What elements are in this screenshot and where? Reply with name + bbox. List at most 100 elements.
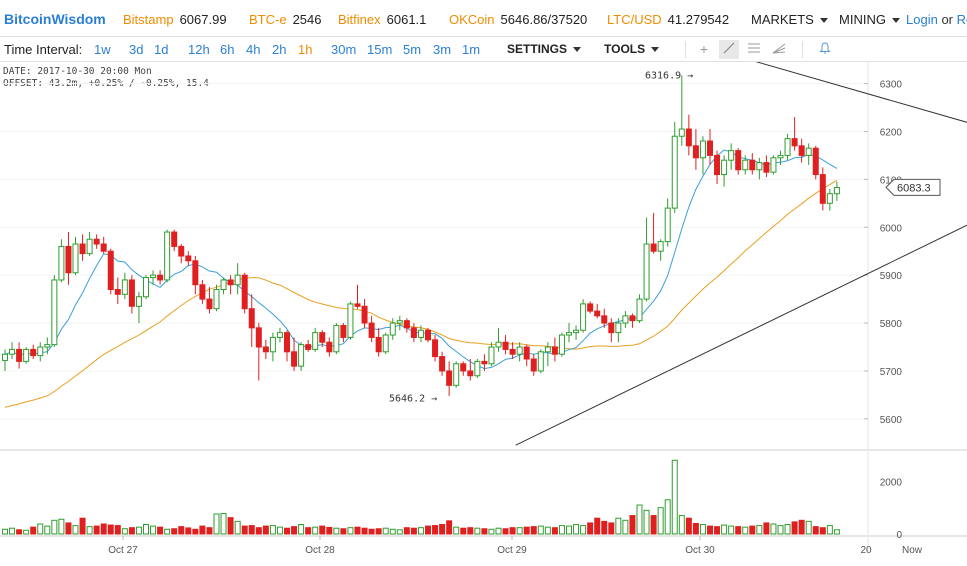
interval-1m[interactable]: 1m [462,42,481,57]
volume-bar [206,527,213,535]
candle-body [678,128,685,137]
candle-body [312,332,319,350]
alert-bell-icon[interactable] [815,40,835,59]
interval-3m[interactable]: 3m [433,42,452,57]
volume-bar [417,527,424,535]
exchange-bitstamp[interactable]: Bitstamp 6067.99 [123,12,227,27]
volume-bar [100,523,107,535]
exchange-okcoin[interactable]: OKCoin 5646.86/37520 [449,12,588,27]
time-axis-label: Oct 27 [108,545,138,556]
candle-body [798,145,805,156]
volume-tick-label: 2000 [880,477,903,488]
candle-body [284,332,290,353]
volume-bar [735,526,742,535]
mining-menu[interactable]: MINING [839,12,900,27]
candle-body [164,231,171,281]
interval-12h[interactable]: 12h [188,42,210,57]
volume-bar [375,528,382,535]
candle-body [721,159,728,176]
last-price-label: 6083.3 [897,182,931,194]
candle-body [121,279,128,295]
brand-logo[interactable]: BitcoinWisdom [4,11,106,27]
exchange-ltcusd[interactable]: LTC/USD 41.279542 [607,12,730,27]
candle-body [93,238,100,245]
volume-bar [143,524,149,535]
candle-body [234,274,241,286]
exchange-btce[interactable]: BTC-e 2546 [249,12,322,27]
interval-5m[interactable]: 5m [403,42,422,57]
candle-body [784,138,791,156]
interval-3d[interactable]: 3d [129,42,144,57]
candle-body [446,370,453,386]
trend-fan-icon[interactable] [769,40,789,59]
candle-body [375,336,382,353]
chevron-down-icon [651,47,660,53]
candle-body [692,145,699,159]
interval-1h[interactable]: 1h [298,42,313,57]
volume-bar [749,525,756,535]
volume-bar [833,529,840,535]
volume-bar [615,517,622,535]
trendline [755,62,967,123]
candle-body [255,327,262,348]
volume-bar [403,527,410,535]
volume-bar [58,518,65,535]
price-tick-label: 6000 [880,223,903,234]
login-link[interactable]: Login or Re [906,12,967,27]
interval-2h[interactable]: 2h [272,42,287,57]
tools-dropdown[interactable]: TOOLS [604,42,660,56]
candle-body [178,245,185,257]
volume-bar [714,526,721,535]
candle-body [636,298,643,322]
candle-body [530,358,537,372]
candle-body [439,356,446,372]
exchange-bitfinex[interactable]: Bitfinex 6061.1 [338,12,427,27]
candle-body [403,320,410,329]
volume-bar [220,512,227,535]
candle-body [72,243,79,274]
candle-body [566,332,572,336]
candle-body [551,346,558,355]
fib-lines-icon[interactable] [744,40,764,59]
candle-body [199,284,206,300]
chart-toolbar: Time Interval: 1w 3d 1d 12h 6h 4h 2h 1h 30m 15m 5m… [0,37,967,62]
volume-bar [784,524,791,535]
candle-body [100,243,107,252]
interval-30m[interactable]: 30m [331,42,357,57]
volume-bar [502,528,509,535]
candle-body [86,238,93,255]
volume-bar [636,504,643,535]
volume-bar [777,525,784,535]
candle-body [425,329,431,341]
chevron-down-icon [573,47,582,53]
volume-bar [678,515,685,535]
volume-bar [453,526,460,535]
volume-bar [16,529,23,535]
settings-dropdown[interactable]: SETTINGS [507,42,582,56]
candle-body [157,274,164,281]
interval-15m[interactable]: 15m [367,42,393,57]
volume-bar [439,524,446,535]
line-tool-icon[interactable] [719,40,739,59]
interval-6h[interactable]: 6h [220,42,235,57]
interval-1w[interactable]: 1w [94,42,111,57]
volume-bar [276,526,283,535]
volume-bar [770,523,777,535]
volume-bar [354,526,361,535]
candle-body [805,147,812,156]
interval-1d[interactable]: 1d [154,42,169,57]
crosshair-icon[interactable]: + [699,41,709,57]
markets-menu[interactable]: MARKETS [751,12,828,27]
interval-4h[interactable]: 4h [246,42,261,57]
volume-bar [9,527,16,535]
candle-body [206,298,213,310]
volume-bar [657,507,664,535]
candle-body [16,348,23,362]
price-chart[interactable]: 5600 5700 5800 5900 6000 6100 6200 6300 0 2000 Oct… [0,62,967,566]
candle-body [502,341,509,350]
volume-bar [185,527,192,535]
candle-body [714,154,721,176]
volume-bar [121,528,128,535]
candle-body [495,341,502,348]
candle-body [763,162,770,173]
